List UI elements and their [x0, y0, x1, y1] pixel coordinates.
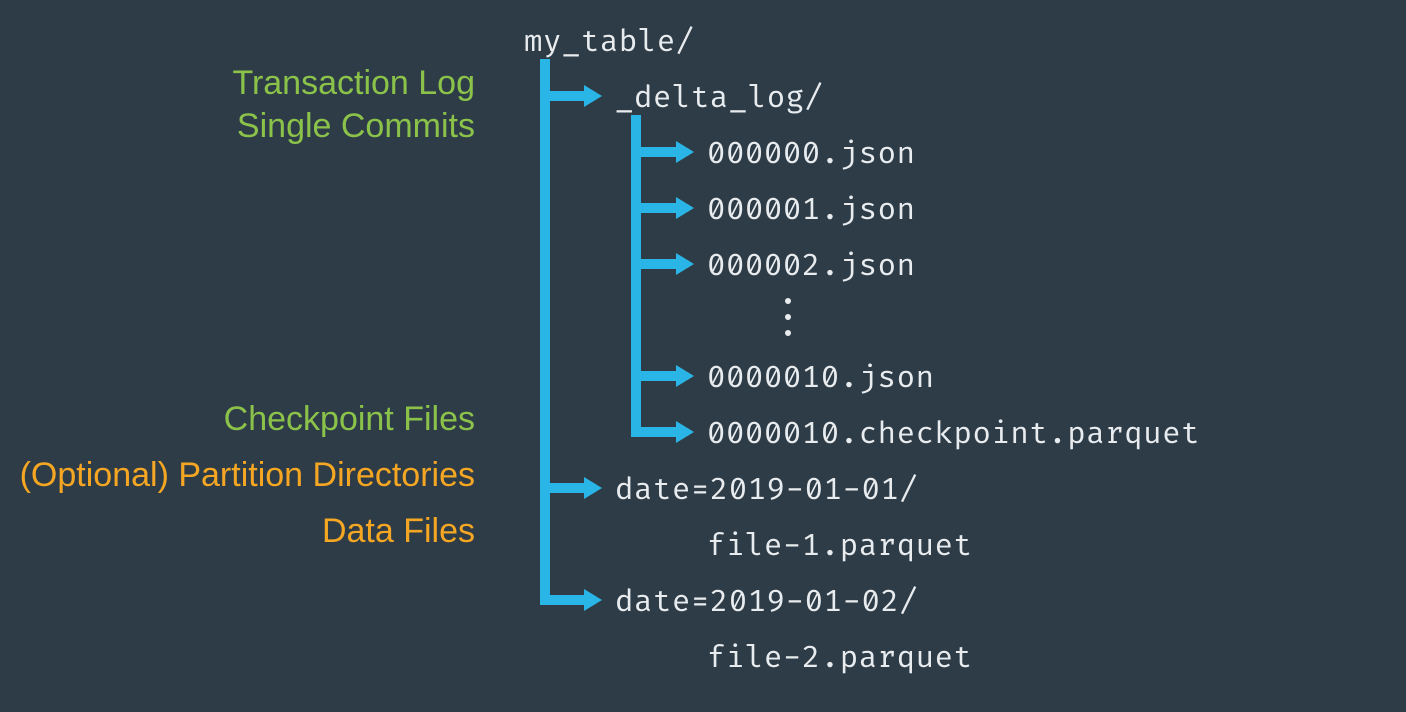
label-data-files: Data Files	[322, 510, 475, 553]
label-single-commits: Single Commits	[232, 105, 475, 148]
ellipsis-icon	[785, 296, 795, 340]
label-checkpoint-files: Checkpoint Files	[224, 398, 475, 441]
tree-root: my_table/	[524, 24, 695, 61]
tree-delta-log: _delta_log/	[615, 80, 824, 117]
tree-partition-1: date=2019-01-01/	[615, 472, 918, 509]
tree-checkpoint: 0000010.checkpoint.parquet	[707, 416, 1200, 453]
label-partition-directories: (Optional) Partition Directories	[20, 454, 475, 497]
tree-json-002: 000002.json	[707, 248, 916, 285]
tree-file-2: file-2.parquet	[707, 640, 972, 677]
label-transaction-log: Transaction Log Single Commits	[232, 62, 475, 147]
tree-json-000: 000000.json	[707, 136, 916, 173]
tree-json-010: 0000010.json	[707, 360, 935, 397]
tree-json-001: 000001.json	[707, 192, 916, 229]
tree-file-1: file-1.parquet	[707, 528, 972, 565]
tree-partition-2: date=2019-01-02/	[615, 584, 918, 621]
label-transaction-log-line1: Transaction Log	[232, 62, 475, 105]
